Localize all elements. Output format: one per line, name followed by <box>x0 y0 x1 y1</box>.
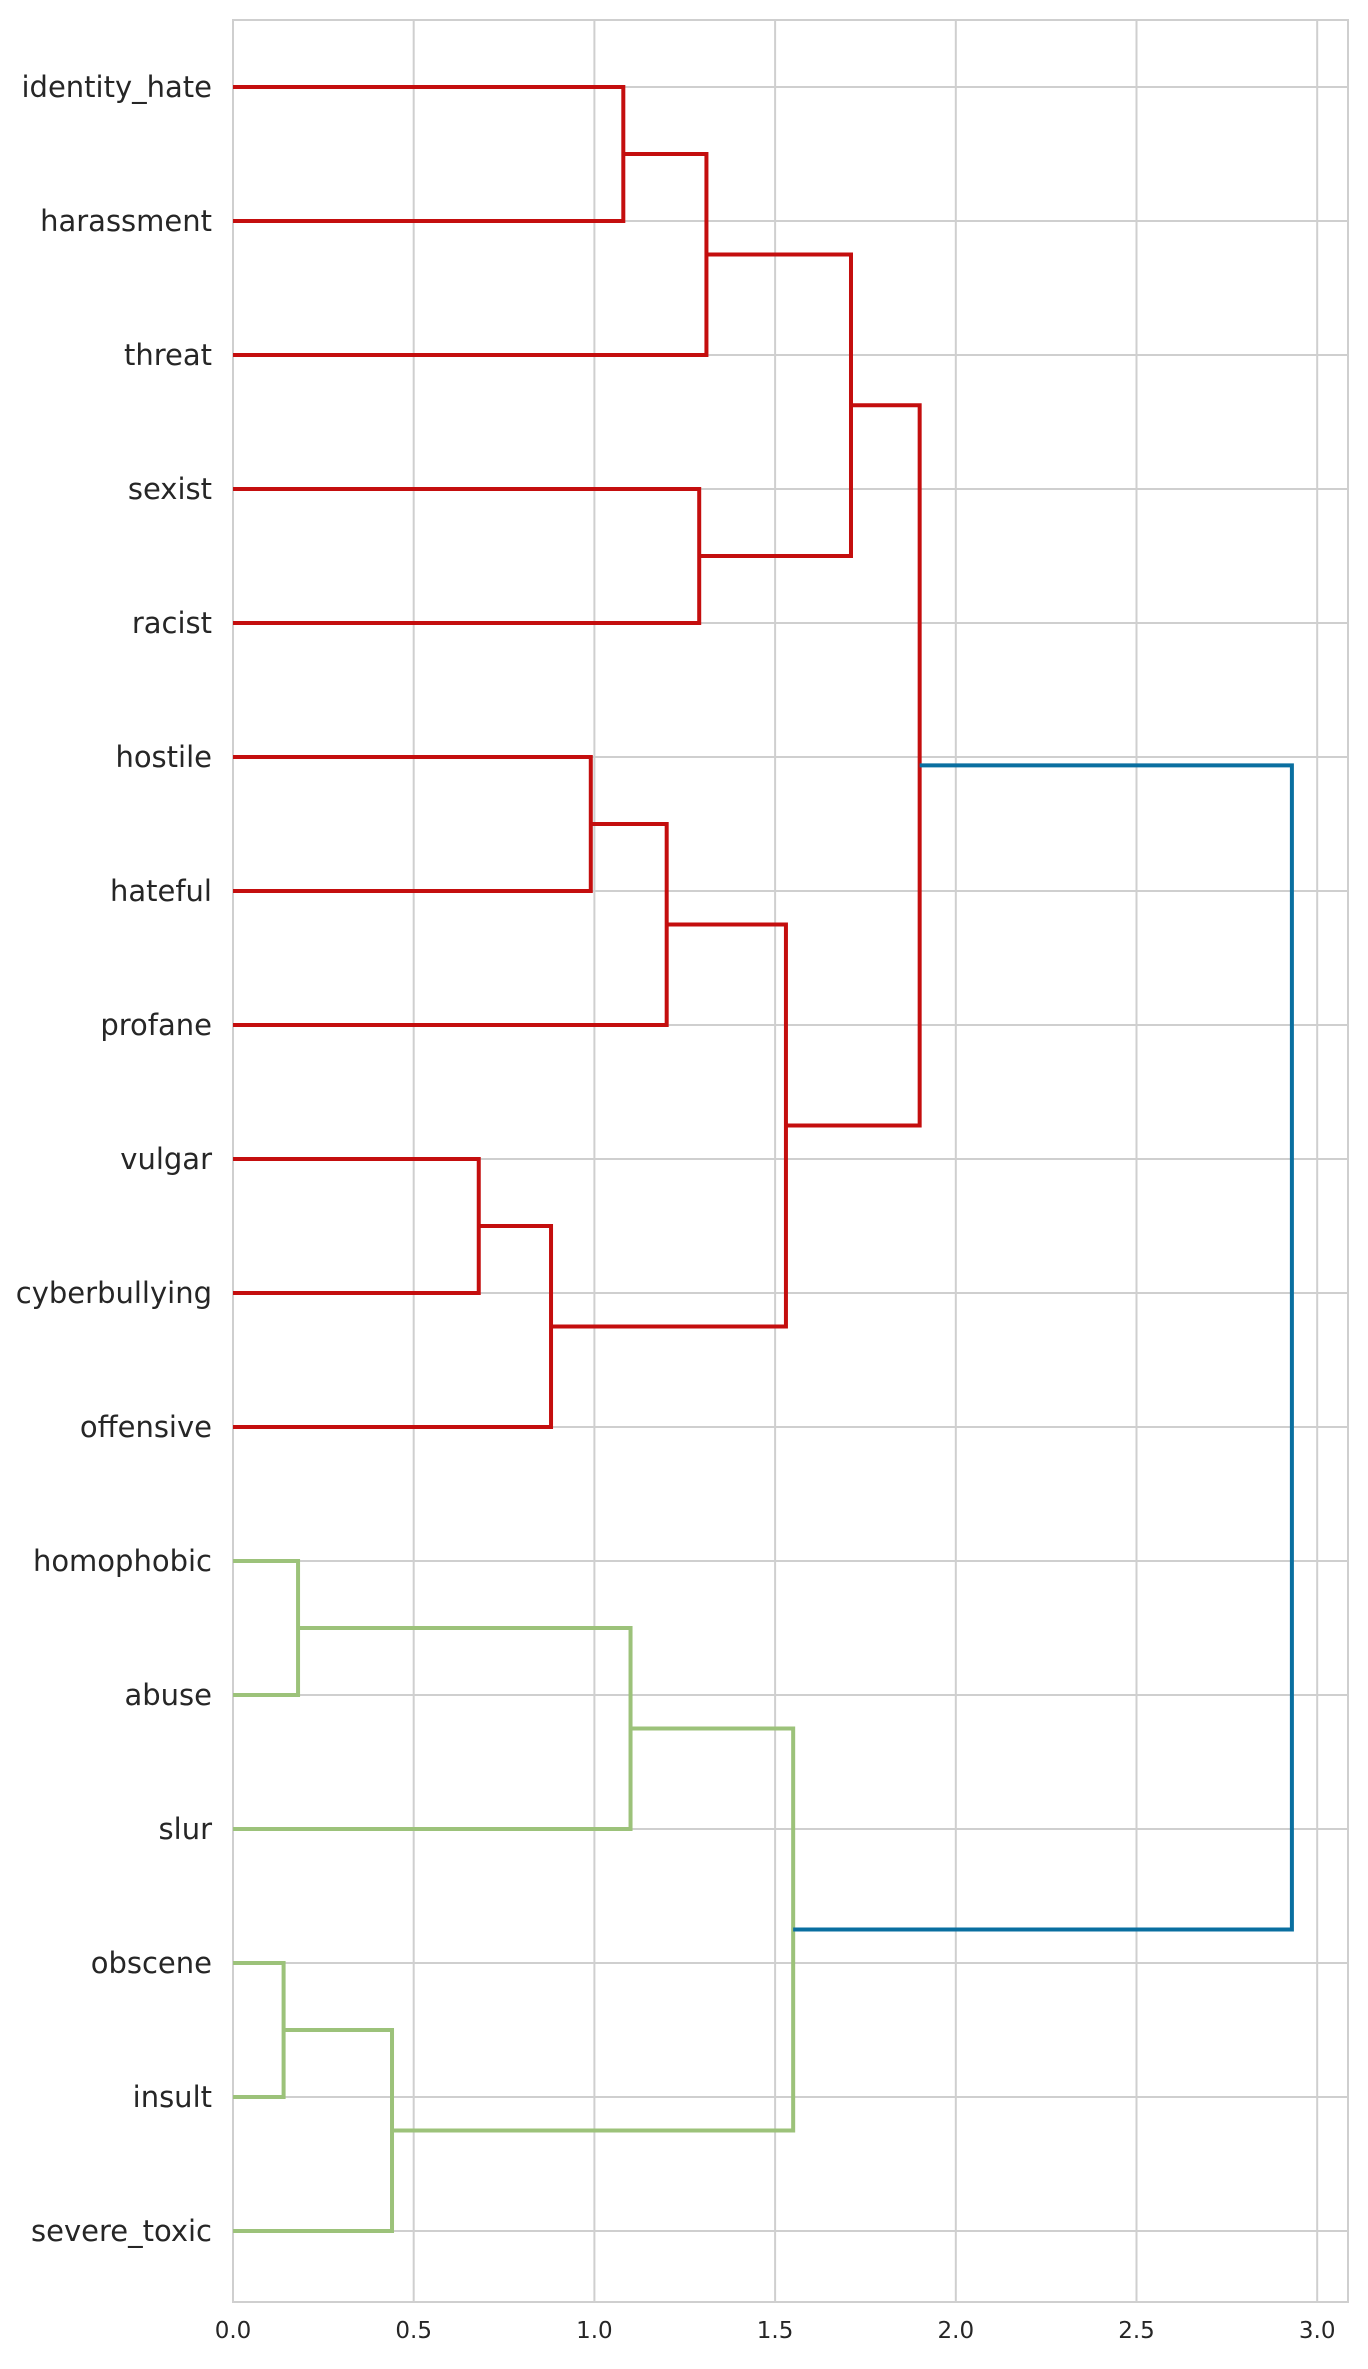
x-tick-label: 2.0 <box>938 2318 975 2344</box>
leaf-label-insult: insult <box>133 2080 212 2114</box>
leaf-label-racist: racist <box>132 606 212 640</box>
leaf-label-abuse: abuse <box>124 1678 212 1712</box>
leaf-label-sexist: sexist <box>128 472 212 506</box>
x-tick-label: 0.0 <box>215 2318 252 2344</box>
leaf-label-slur: slur <box>159 1812 213 1846</box>
x-tick-label: 3.0 <box>1299 2318 1336 2344</box>
dendrogram-link-blue <box>793 763 1294 1932</box>
leaf-label-harassment: harassment <box>40 204 212 238</box>
x-axis-ticks: 0.0 0.5 1.0 1.5 2.0 2.5 3.0 <box>215 2318 1336 2344</box>
leaf-labels: identity_hate harassment threat sexist racis… <box>16 70 212 2248</box>
leaf-label-offensive: offensive <box>80 1410 212 1444</box>
leaf-label-hateful: hateful <box>110 874 212 908</box>
x-tick-label: 2.5 <box>1118 2318 1155 2344</box>
leaf-label-obscene: obscene <box>91 1946 212 1980</box>
dendrogram-links <box>233 85 1294 2233</box>
leaf-label-profane: profane <box>100 1008 212 1042</box>
leaf-label-homophobic: homophobic <box>33 1544 212 1578</box>
x-tick-label: 0.5 <box>395 2318 432 2344</box>
leaf-label-hostile: hostile <box>115 740 212 774</box>
leaf-label-identity-hate: identity_hate <box>21 70 212 104</box>
leaf-label-severe-toxic: severe_toxic <box>31 2214 212 2248</box>
x-tick-label: 1.0 <box>576 2318 613 2344</box>
x-tick-label: 1.5 <box>757 2318 794 2344</box>
leaf-label-vulgar: vulgar <box>120 1142 212 1176</box>
leaf-label-cyberbullying: cyberbullying <box>16 1276 212 1310</box>
leaf-label-threat: threat <box>124 338 212 372</box>
